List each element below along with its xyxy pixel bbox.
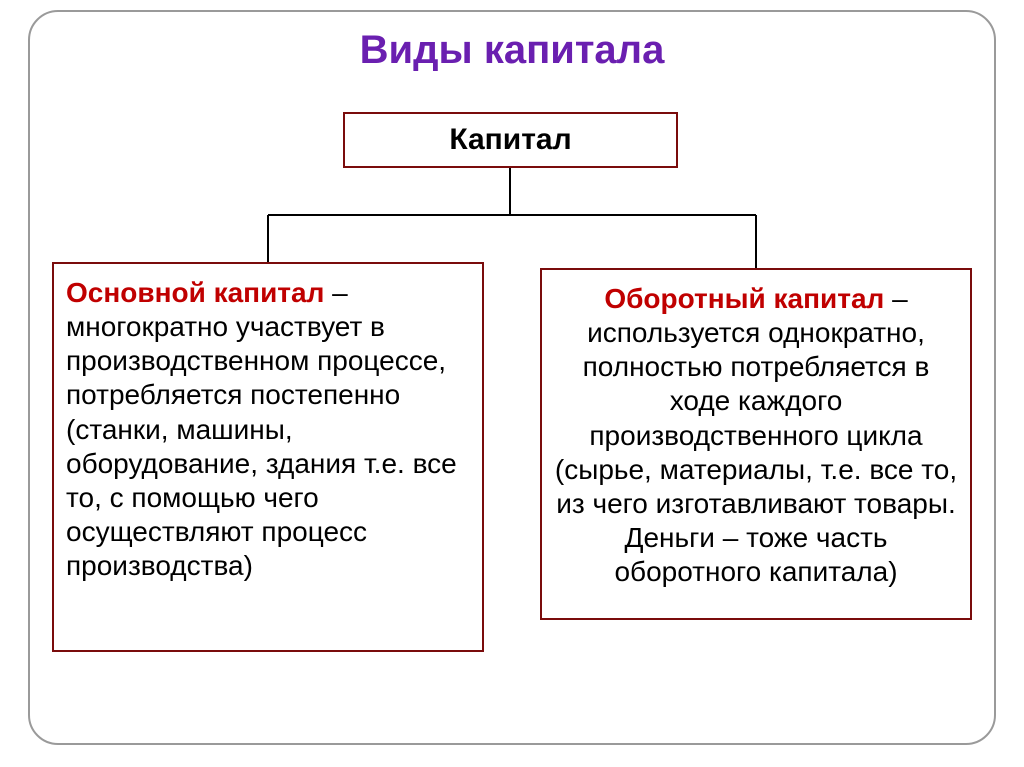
- child-node-working-capital: Оборотный капитал – используется однокра…: [540, 268, 972, 620]
- root-node-capital: Капитал: [343, 112, 678, 168]
- working-capital-text: Оборотный капитал – используется однокра…: [554, 282, 958, 589]
- root-node-label: Капитал: [449, 123, 571, 157]
- working-capital-body: – используется однократно, полностью пот…: [555, 283, 957, 587]
- fixed-capital-text: Основной капитал – многократно участвует…: [66, 276, 470, 583]
- working-capital-term: Оборотный капитал: [604, 283, 884, 314]
- fixed-capital-term: Основной капитал: [66, 277, 324, 308]
- slide-title: Виды капитала: [310, 28, 714, 73]
- fixed-capital-body: – многократно участвует в производственн…: [66, 277, 457, 581]
- child-node-fixed-capital: Основной капитал – многократно участвует…: [52, 262, 484, 652]
